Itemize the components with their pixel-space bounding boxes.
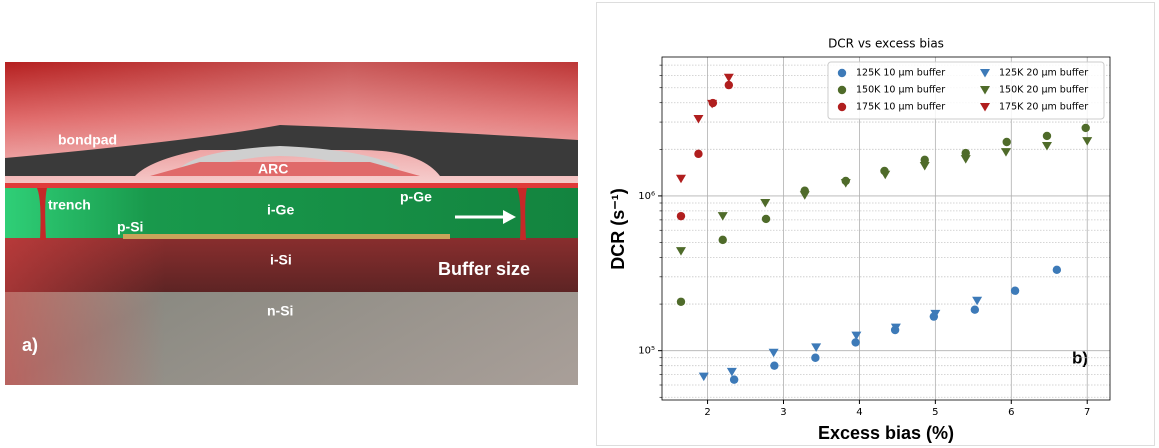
marker [694, 150, 702, 158]
legend-label: 175K 10 μm buffer [856, 102, 945, 113]
device-illustration: bondpad ARC trench p-Ge i-Ge p-Si i-Si B… [5, 62, 578, 385]
marker [1011, 287, 1019, 295]
chart-title: DCR vs excess bias [828, 37, 944, 51]
legend-label: 175K 20 μm buffer [999, 102, 1088, 113]
marker [811, 354, 819, 362]
p-ge-layer [5, 183, 578, 188]
p-si-strip [123, 234, 450, 239]
x-tick-label: 5 [932, 407, 938, 418]
legend-marker [838, 69, 846, 77]
legend-label: 150K 20 μm buffer [999, 85, 1088, 96]
label: a) [22, 335, 38, 355]
label: n-Si [267, 303, 293, 319]
legend: 125K 10 μm buffer 150K 10 μm buffer 175K 1… [828, 62, 1104, 119]
x-tick-label: 2 [704, 407, 710, 418]
figure: bondpad ARC trench p-Ge i-Ge p-Si i-Si B… [0, 0, 1159, 448]
y-tick-label: 10⁵ [638, 346, 655, 357]
label: trench [48, 197, 91, 213]
y-tick-label: 10⁶ [638, 191, 655, 202]
marker [1053, 266, 1061, 274]
marker [851, 338, 859, 346]
x-tick-label: 7 [1084, 407, 1090, 418]
legend-label: 125K 20 μm buffer [999, 68, 1088, 79]
marker [971, 305, 979, 313]
marker [677, 298, 685, 306]
y-axis-label: DCR (s⁻¹) [608, 188, 628, 270]
marker [762, 215, 770, 223]
label: bondpad [58, 132, 117, 148]
legend-label: 125K 10 μm buffer [856, 68, 945, 79]
marker [719, 236, 727, 244]
marker [730, 375, 738, 383]
marker [1003, 138, 1011, 146]
label: p-Si [117, 219, 143, 235]
label: p-Ge [400, 189, 432, 205]
label: Buffer size [438, 259, 530, 279]
marker [1043, 132, 1051, 140]
glow [5, 237, 165, 385]
x-axis-label: Excess bias (%) [818, 423, 954, 443]
marker [1082, 124, 1090, 132]
label: i-Si [270, 252, 292, 268]
x-tick-label: 4 [856, 407, 862, 418]
x-tick-label: 3 [780, 407, 786, 418]
legend-marker [838, 86, 846, 94]
page: bondpad ARC trench p-Ge i-Ge p-Si i-Si B… [0, 0, 1159, 448]
marker [770, 361, 778, 369]
label: ARC [258, 161, 288, 177]
marker [677, 212, 685, 220]
legend-label: 150K 10 μm buffer [856, 85, 945, 96]
legend-marker [838, 103, 846, 111]
label: i-Ge [267, 202, 294, 218]
x-tick-label: 6 [1008, 407, 1014, 418]
